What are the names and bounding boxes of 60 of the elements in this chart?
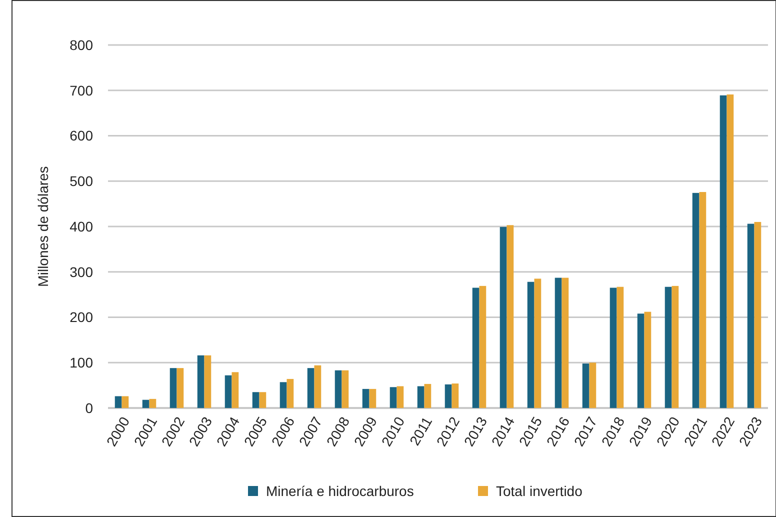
bar	[582, 364, 590, 408]
bar	[224, 375, 232, 408]
legend-label: Minería e hidrocarburos	[266, 482, 414, 499]
bar	[149, 398, 156, 408]
bar	[452, 383, 459, 408]
bar	[142, 400, 150, 408]
bar	[197, 355, 204, 408]
bar	[747, 224, 754, 408]
bar	[444, 384, 452, 408]
y-axis-title: Millones de dólares	[35, 166, 51, 287]
bar	[259, 392, 266, 408]
bar	[699, 192, 706, 408]
bar	[637, 314, 644, 408]
y-tick-label: 100	[70, 354, 94, 371]
bar	[286, 378, 294, 408]
bar	[314, 365, 322, 408]
bar	[692, 192, 700, 408]
bar	[122, 396, 129, 408]
bar	[362, 388, 370, 408]
bar	[527, 282, 534, 408]
bar	[534, 278, 542, 408]
bar	[334, 370, 342, 408]
bar	[424, 384, 432, 408]
bar	[176, 368, 184, 408]
bar	[342, 370, 349, 408]
bar	[754, 222, 762, 408]
bar	[417, 386, 424, 408]
y-tick-label: 0	[85, 400, 94, 416]
bar	[610, 288, 617, 408]
bar	[280, 382, 287, 408]
y-tick-label: 400	[70, 218, 94, 234]
bar	[500, 226, 507, 408]
bar	[204, 355, 212, 408]
bar	[114, 396, 122, 408]
bar	[726, 94, 734, 408]
bar	[672, 286, 679, 408]
bar	[554, 278, 562, 408]
bar	[562, 278, 569, 408]
bar	[396, 386, 404, 408]
y-tick-label: 500	[70, 173, 94, 190]
bar	[390, 387, 397, 408]
bar	[720, 95, 727, 408]
y-tick-label: 300	[70, 264, 94, 280]
y-tick-label: 700	[70, 82, 94, 98]
legend-label: Total invertido	[496, 482, 583, 499]
bar	[232, 372, 239, 408]
bar	[472, 288, 480, 408]
bar	[644, 312, 652, 408]
y-tick-label: 600	[70, 128, 94, 144]
bar	[479, 286, 486, 408]
y-tick-label: 800	[70, 36, 94, 53]
bar	[369, 388, 376, 408]
y-tick-label: 200	[70, 309, 94, 326]
bar	[506, 225, 514, 408]
bar	[307, 368, 314, 408]
bar	[616, 286, 624, 408]
bar	[664, 286, 672, 408]
bar	[170, 368, 177, 408]
bar	[589, 362, 596, 408]
bar	[252, 392, 260, 408]
